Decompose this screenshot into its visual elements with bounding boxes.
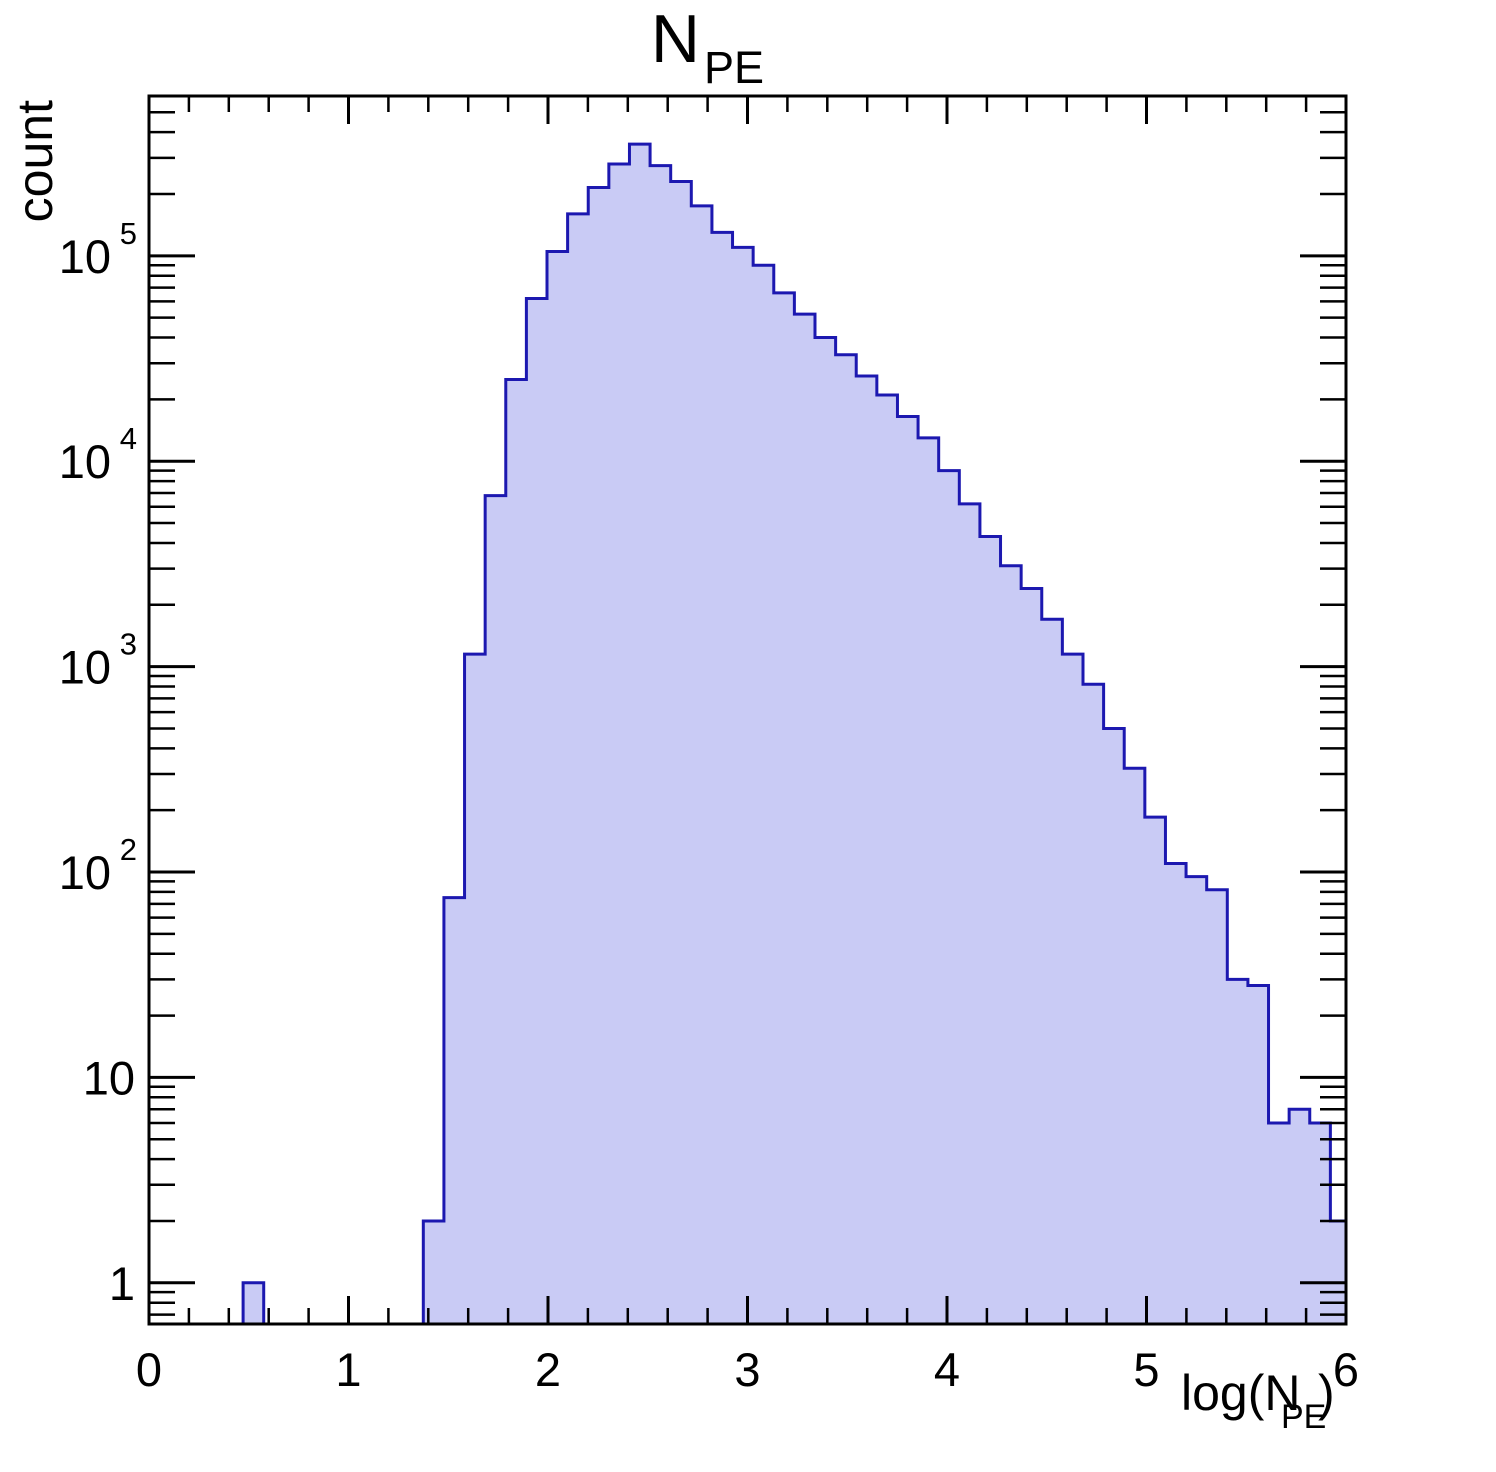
axis-ticks (147, 96, 1348, 1324)
y-tick-label-exponent: 5 (120, 216, 137, 251)
x-axis-title-main: log(N (1181, 1365, 1300, 1421)
x-tick-label: 6 (1333, 1343, 1359, 1396)
plot-title: N PE (651, 1, 764, 93)
y-tick-label: 10 5 (59, 216, 137, 283)
plot-title-sub: PE (704, 42, 764, 93)
y-tick-label-mantissa: 10 (59, 846, 111, 899)
x-tick-label: 3 (734, 1343, 760, 1396)
y-tick-label: 10 2 (59, 832, 137, 899)
y-tick-label-mantissa: 1 (109, 1257, 135, 1310)
y-tick-label-mantissa: 10 (59, 641, 111, 694)
y-axis-title: count (7, 100, 63, 222)
x-tick-label: 1 (335, 1343, 361, 1396)
x-axis-title-sub: PE (1281, 1398, 1326, 1436)
y-tick-label: 10 4 (59, 421, 137, 488)
y-tick-label-mantissa: 10 (83, 1051, 135, 1104)
plot-title-main: N (651, 1, 700, 77)
y-axis-title-label: count (7, 100, 63, 222)
y-tick-label-mantissa: 10 (59, 435, 111, 488)
y-tick-label: 10 (83, 1051, 135, 1104)
y-tick-label: 1 (109, 1257, 135, 1310)
y-tick-label: 10 3 (59, 627, 137, 694)
y-tick-label-exponent: 2 (120, 832, 137, 867)
x-axis-title-tail: ) (1318, 1365, 1335, 1421)
x-tick-label: 4 (934, 1343, 960, 1396)
y-tick-label-mantissa: 10 (59, 230, 111, 283)
y-tick-label-exponent: 3 (120, 627, 137, 662)
x-tick-label: 5 (1133, 1343, 1159, 1396)
x-axis-title: log(N PE ) (1181, 1365, 1335, 1436)
histogram-series (241, 142, 1348, 1326)
x-tick-label: 0 (136, 1343, 162, 1396)
y-tick-label-exponent: 4 (120, 421, 137, 456)
x-tick-label: 2 (535, 1343, 561, 1396)
histogram-bars (241, 142, 1348, 1326)
